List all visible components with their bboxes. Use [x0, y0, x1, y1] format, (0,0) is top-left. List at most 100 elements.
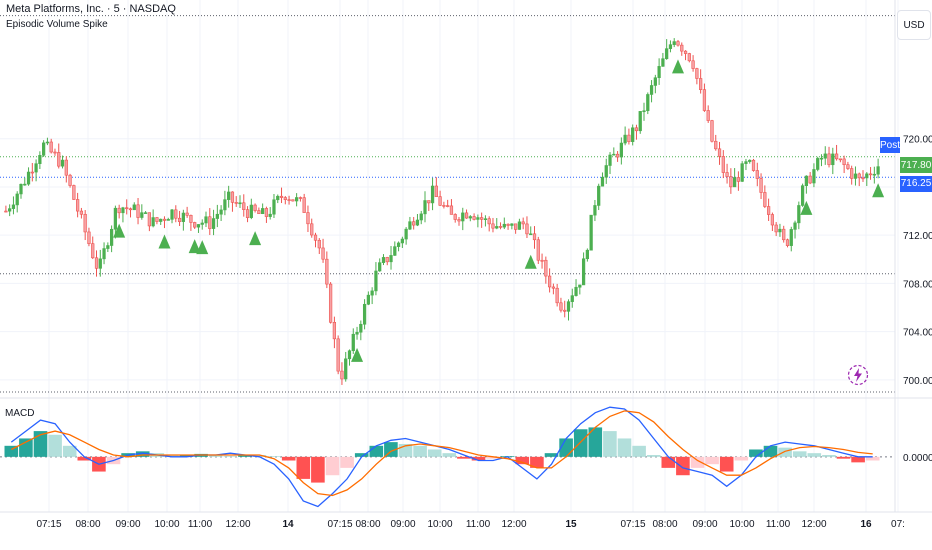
candle-body — [261, 208, 265, 215]
macd-histogram-bar — [632, 445, 646, 457]
candle-body — [597, 185, 601, 206]
candle-body — [808, 175, 812, 184]
candle-body — [563, 309, 567, 312]
lightning-bolt-icon[interactable] — [847, 364, 869, 386]
triangle-up-icon — [113, 223, 126, 238]
candle-body — [695, 68, 699, 79]
macd-histogram-bar — [62, 445, 77, 457]
candle-body — [72, 185, 76, 200]
time-tick-label: 10:00 — [154, 519, 179, 530]
candle-body — [283, 197, 287, 200]
macd-histogram-bar — [252, 455, 267, 457]
macd-histogram-bar — [354, 453, 369, 457]
candle-body — [823, 153, 827, 159]
candle-body — [317, 239, 321, 249]
candle-body — [79, 210, 84, 215]
candle-body — [740, 163, 744, 182]
candle-body — [234, 202, 238, 204]
candle-body — [125, 207, 129, 210]
candle-body — [668, 44, 673, 49]
macd-histogram-bar — [603, 431, 617, 457]
candle-body — [174, 209, 178, 219]
candle-body — [227, 191, 231, 200]
macd-histogram-bar — [223, 456, 238, 457]
candle-body — [657, 66, 661, 79]
candle-body — [325, 258, 329, 285]
macd-histogram-bar — [486, 456, 500, 459]
candle-body — [680, 44, 684, 52]
time-tick-label: 15 — [565, 519, 577, 530]
candle-body — [600, 176, 605, 187]
candle-body — [404, 228, 408, 240]
candle-body — [717, 148, 722, 157]
candle-body — [521, 221, 525, 225]
candle-body — [385, 257, 389, 263]
candle-body — [26, 171, 31, 185]
macd-histogram-bar — [267, 456, 281, 457]
triangle-up-icon — [158, 234, 171, 249]
candle-body — [102, 248, 106, 260]
macd-histogram-bar — [544, 453, 559, 457]
candle-body — [415, 219, 420, 226]
macd-histogram-bar — [427, 449, 442, 457]
candles — [4, 38, 880, 385]
candle-body — [76, 199, 80, 212]
triangle-up-icon — [196, 240, 209, 255]
candle-body — [381, 257, 386, 263]
macd-histogram-bar — [617, 438, 632, 457]
candle-body — [370, 290, 374, 296]
candle-body — [442, 205, 446, 207]
candle-body — [593, 205, 597, 216]
candle-body — [510, 223, 514, 226]
candle-body — [328, 283, 333, 323]
currency-button[interactable]: USD — [897, 10, 931, 40]
symbol-title[interactable]: Meta Platforms, Inc. · 5 · NASDAQ — [6, 3, 176, 15]
candle-body — [615, 153, 620, 158]
macd-histogram-bar — [369, 445, 384, 457]
candle-body — [491, 223, 495, 229]
candle-body — [514, 223, 518, 230]
indicator-title[interactable]: Episodic Volume Spike — [6, 19, 108, 30]
candle-body — [638, 111, 642, 132]
candle-body — [653, 77, 657, 86]
candle-body — [279, 195, 284, 198]
time-tick-label: 08:00 — [355, 519, 380, 530]
candle-body — [570, 295, 574, 302]
candle-body — [362, 303, 367, 325]
last-price-tag: 717.80 — [900, 157, 932, 174]
candle-body — [449, 205, 454, 215]
candle-body — [423, 200, 427, 215]
macd-histogram-bar — [515, 456, 530, 465]
candle-body — [506, 223, 510, 226]
candle-body — [313, 234, 318, 241]
candle-body — [789, 229, 793, 246]
time-tick-label: 09:00 — [692, 519, 717, 530]
candle-body — [797, 205, 801, 224]
candle-body — [581, 258, 586, 286]
candle-body — [91, 243, 95, 259]
candle-body — [706, 110, 710, 121]
candle-body — [151, 217, 155, 227]
candle-body — [793, 222, 797, 230]
candle-body — [321, 247, 325, 260]
macd-title[interactable]: MACD — [5, 408, 35, 419]
candle-body — [536, 239, 540, 261]
candle-body — [128, 208, 133, 211]
candle-body — [238, 202, 242, 205]
candle-body — [525, 223, 529, 235]
time-tick-label: 07:15 — [620, 519, 645, 530]
candle-body — [559, 302, 563, 311]
candle-body — [230, 191, 235, 203]
candle-body — [291, 199, 295, 202]
macd-histogram-bar — [33, 431, 48, 457]
candle-body — [109, 228, 114, 246]
candle-body — [204, 216, 208, 224]
price-tick-label: 708.00 — [903, 279, 932, 290]
candle-body — [412, 221, 416, 226]
price-tick-label: 704.00 — [903, 328, 932, 339]
candle-body — [480, 217, 484, 220]
candle-body — [34, 163, 38, 173]
macd-histogram-bar — [822, 455, 836, 457]
macd-histogram-bar — [749, 449, 763, 457]
